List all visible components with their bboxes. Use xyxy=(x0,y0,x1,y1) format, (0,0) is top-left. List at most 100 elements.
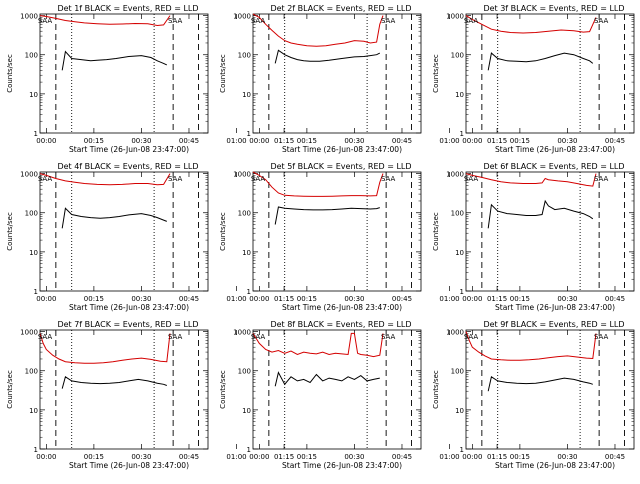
x-axis-label: Start Time (26-Jun-08 23:47:00) xyxy=(282,303,402,312)
x-axis-label: Start Time (26-Jun-08 23:47:00) xyxy=(495,145,615,154)
x-axis-label: Start Time (26-Jun-08 23:47:00) xyxy=(69,303,189,312)
saa-label: SAA xyxy=(38,175,53,183)
x-tick-label: 00:00 xyxy=(462,137,482,145)
x-tick-label: 00:30 xyxy=(131,453,151,461)
panel-title: Det 9f BLACK = Events, RED = LLD xyxy=(483,320,624,329)
series-line-events xyxy=(487,52,594,71)
saa-label: SAA xyxy=(251,333,266,341)
y-tick-label: 100 xyxy=(451,368,464,376)
panel-title: Det 5f BLACK = Events, RED = LLD xyxy=(270,162,411,171)
saa-label: SAA xyxy=(464,17,479,25)
y-axis-label: Counts/sec xyxy=(219,370,227,409)
x-tick-label: 00:45 xyxy=(392,453,412,461)
x-axis-label: Start Time (26-Jun-08 23:47:00) xyxy=(495,303,615,312)
y-tick-label: 1000 xyxy=(20,171,38,179)
y-tick-label: 10 xyxy=(242,407,251,415)
series-line-lld xyxy=(465,173,597,187)
series-line-events xyxy=(61,207,167,229)
y-tick-label: 100 xyxy=(451,210,464,218)
panel-det-6f: Det 6f BLACK = Events, RED = LLD 1 10 100 10… xyxy=(432,162,635,312)
y-tick-label: 10 xyxy=(29,249,38,257)
x-tick-label: 00:15 xyxy=(297,295,317,303)
x-tick-label: 00:45 xyxy=(605,137,625,145)
panel-title: Det 6f BLACK = Events, RED = LLD xyxy=(483,162,624,171)
x-tick-label: 00:30 xyxy=(344,295,364,303)
x-tick-label: 00:45 xyxy=(179,453,199,461)
x-tick-label: 00:30 xyxy=(344,137,364,145)
plot-frame xyxy=(252,171,422,292)
y-tick-label: 100 xyxy=(25,52,38,60)
plot-frame xyxy=(39,13,209,134)
series-line-lld xyxy=(39,15,171,27)
x-tick-label: 00:30 xyxy=(131,295,151,303)
y-tick-label: 1 xyxy=(247,288,251,296)
x-axis-label: Start Time (26-Jun-08 23:47:00) xyxy=(69,145,189,154)
y-tick-label: 10 xyxy=(242,249,251,257)
x-tick-label: 01:15 xyxy=(274,453,294,461)
saa-label: SAA xyxy=(464,333,479,341)
x-tick-label: 00:30 xyxy=(344,453,364,461)
x-axis-label: Start Time (26-Jun-08 23:47:00) xyxy=(69,461,189,470)
x-tick-label: 00:00 xyxy=(36,295,56,303)
panel-title: Det 1f BLACK = Events, RED = LLD xyxy=(57,4,198,13)
saa-label: SAA xyxy=(168,175,183,183)
panel-title: Det 2f BLACK = Events, RED = LLD xyxy=(270,4,411,13)
y-tick-label: 1 xyxy=(34,130,38,138)
x-tick-label: 00:00 xyxy=(249,137,269,145)
panel-det-8f: Det 8f BLACK = Events, RED = LLD11010010… xyxy=(219,320,507,470)
plot-frame xyxy=(252,329,422,450)
x-tick-label: 01:15 xyxy=(274,137,294,145)
y-tick-label: 1000 xyxy=(20,13,38,21)
saa-label: SAA xyxy=(594,333,609,341)
y-axis-label: Counts/sec xyxy=(432,212,440,251)
series-line-events xyxy=(61,50,168,71)
y-tick-label: 1000 xyxy=(233,329,251,337)
y-tick-label: 1000 xyxy=(446,13,464,21)
y-axis-label: Counts/sec xyxy=(6,54,14,93)
x-tick-label: 00:15 xyxy=(84,453,104,461)
y-tick-label: 10 xyxy=(455,407,464,415)
y-tick-label: 100 xyxy=(25,210,38,218)
x-tick-label: 01:15 xyxy=(487,295,507,303)
panel-det-2f: Det 2f BLACK = Events, RED = LLD11010010… xyxy=(219,4,507,154)
x-tick-label: 00:00 xyxy=(36,137,56,145)
panel-title: Det 3f BLACK = Events, RED = LLD xyxy=(483,4,624,13)
plot-frame xyxy=(465,329,635,450)
y-axis-label: Counts/sec xyxy=(432,54,440,93)
saa-label: SAA xyxy=(251,17,266,25)
saa-label: SAA xyxy=(38,17,53,25)
y-tick-label: 1000 xyxy=(446,171,464,179)
panel-det-3f: Det 3f BLACK = Events, RED = LLD 1 10 100 10… xyxy=(432,4,635,154)
x-tick-label: 00:00 xyxy=(249,453,269,461)
x-tick-label: 00:15 xyxy=(84,137,104,145)
x-tick-label: 00:30 xyxy=(131,137,151,145)
saa-label: SAA xyxy=(251,175,266,183)
x-axis-label: Start Time (26-Jun-08 23:47:00) xyxy=(282,461,402,470)
x-tick-label: 00:15 xyxy=(510,295,530,303)
x-tick-label: 00:45 xyxy=(605,295,625,303)
y-tick-label: 1 xyxy=(247,130,251,138)
x-tick-label: 01:00 xyxy=(439,295,459,303)
x-axis-label: Start Time (26-Jun-08 23:47:00) xyxy=(282,145,402,154)
x-tick-label: 01:00 xyxy=(439,453,459,461)
y-tick-label: 100 xyxy=(238,210,251,218)
x-tick-label: 01:00 xyxy=(226,137,246,145)
series-line-events xyxy=(61,376,167,389)
y-axis-label: Counts/sec xyxy=(432,370,440,409)
x-tick-label: 00:15 xyxy=(510,137,530,145)
series-line-events xyxy=(274,206,380,225)
series-line-events xyxy=(274,49,381,64)
plot-frame xyxy=(252,13,422,134)
y-tick-label: 1 xyxy=(34,446,38,454)
x-tick-label: 00:15 xyxy=(510,453,530,461)
series-line-lld xyxy=(465,15,597,34)
x-tick-label: 00:45 xyxy=(179,295,199,303)
x-tick-label: 01:00 xyxy=(439,137,459,145)
x-tick-label: 00:15 xyxy=(84,295,104,303)
y-tick-label: 1 xyxy=(460,130,464,138)
x-tick-label: 00:45 xyxy=(392,137,412,145)
saa-label: SAA xyxy=(464,175,479,183)
x-tick-label: 01:00 xyxy=(226,295,246,303)
x-tick-label: 00:30 xyxy=(557,295,577,303)
